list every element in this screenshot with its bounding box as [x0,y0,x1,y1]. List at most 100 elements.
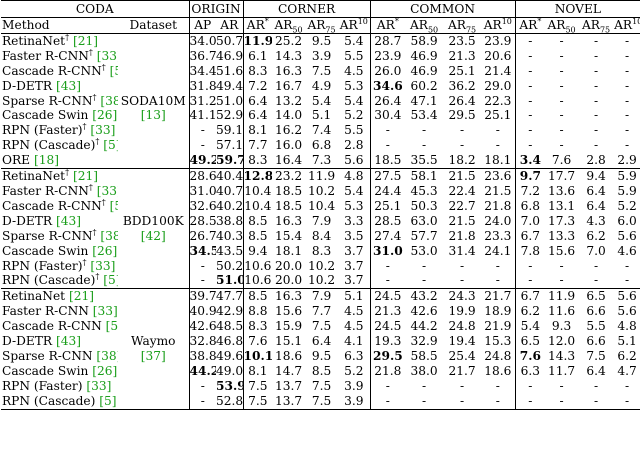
metric-value: 8.4 [311,228,332,243]
method-name: RetinaNet [2,169,66,184]
metric-value: 21.5 [448,213,476,228]
citation-link[interactable]: [33] [96,183,118,198]
citation-link[interactable]: [5] [109,63,118,78]
metric-value: 7.5 [311,63,332,78]
metric-value: - [528,123,533,138]
metric-value: 3.9 [338,378,371,394]
metric-value: - [625,78,630,93]
metric-value: 7.9 [311,213,332,228]
dataset-citation-link[interactable]: [37] [140,348,166,363]
citation-link[interactable]: [21] [72,169,98,184]
method-name: RPN (Cascade) [2,273,96,288]
metric-value: 6.6 [586,304,606,319]
citation-link[interactable]: [38] [100,93,118,108]
method-name: Cascade R-CNN [2,319,102,334]
citation-link[interactable]: [5] [109,198,118,213]
metric-value: 21.7 [481,288,516,305]
metric-value: 14.7 [274,363,303,378]
metric-value: 6.2 [520,304,541,319]
metric-value: 2.8 [586,153,606,168]
dataset-cell [118,393,190,410]
citation-link[interactable]: [43] [55,334,81,349]
metric-value: 5.1 [338,288,371,305]
metric-value: 4.7 [617,363,637,378]
metric-value: - [559,273,564,288]
citation-link[interactable]: [26] [92,108,118,123]
table-row: Cascade Swin [26]44.249.08.114.78.55.221… [1,363,640,379]
dagger-mark: † [101,198,106,207]
citation-link[interactable]: [38] [100,228,118,243]
citation-link[interactable]: [21] [68,289,94,304]
citation-link[interactable]: [43] [55,78,81,93]
metric-value: 3.4 [519,153,541,168]
metric-value: 47.1 [410,93,438,108]
metric-value: 39.7 [189,288,217,305]
table-row: RPN (Faster)† [33] -59.1 8.1 16.2 7.4 5.5- - - -… [1,123,640,139]
metric-value: 57.1 [216,138,244,154]
citation-link[interactable]: [33] [90,258,116,273]
metric-value: 5.5 [586,319,606,334]
metric-value: 52.8 [216,393,244,410]
method-name: RPN (Cascade) [2,138,96,153]
citation-link[interactable]: [26] [92,243,118,258]
metric-value: - [443,393,482,410]
citation-link[interactable]: [33] [90,123,116,138]
common-metric-header: AR10 [481,17,516,34]
citation-link[interactable]: [5] [105,319,118,334]
metric-subscript: 75 [325,25,336,34]
metric-value: - [200,123,205,138]
citation-link[interactable]: [18] [33,153,59,168]
table-row: RetinaNet† [21] 34.0 50.7 11.9 25.2 9.5 5.4 28.… [1,33,640,49]
metric-value: 7.5 [311,378,332,393]
metric-value: 11.9 [305,168,339,184]
metric-value: 5.1 [311,108,332,123]
metric-value: 6.3 [520,363,541,378]
method-name: Cascade Swin [2,108,89,123]
citation-link[interactable]: [33] [96,48,118,63]
method-cell: Faster R-CNN [33] [1,304,118,319]
metric-value: 21.3 [448,48,476,63]
citation-link[interactable]: [26] [92,363,118,378]
dataset-citation-link[interactable]: [13] [140,108,166,123]
citation-link[interactable]: [5] [103,138,118,153]
dataset-citation-link[interactable]: [42] [140,228,166,243]
metric-value: 51.6 [216,63,244,79]
metric-value: - [528,78,533,93]
method-cell: Cascade Swin [26] [1,244,118,259]
metric-value: 6.6 [586,334,606,349]
metric-value: 58.9 [410,33,438,48]
method-name: Cascade Swin [2,363,89,378]
metric-value: 31.4 [448,243,476,258]
metric-base: AR [447,18,466,32]
metric-value: 6.7 [520,228,541,243]
citation-link[interactable]: [21] [72,33,98,48]
table-row: Sparse R-CNN [38] [37] 38.849.610.118.6 9.5… [1,348,640,364]
metric-value: 24.0 [481,213,516,229]
citation-link[interactable]: [33] [92,304,118,319]
metric-value: 18.1 [274,243,303,258]
metric-value: 13.1 [548,198,576,213]
metric-value: 34.0 [189,33,217,48]
citation-link[interactable]: [5] [103,273,118,288]
method-cell: D-DETR [43] [1,79,118,94]
metric-value: - [625,48,630,63]
metric-value: 14.3 [548,348,576,363]
metric-value: 8.5 [248,213,268,228]
metric-value: 6.1 [248,48,268,63]
citation-link[interactable]: [38] [96,348,118,363]
metric-value: 22.4 [448,183,476,198]
metric-value: - [200,273,205,288]
metric-value: 15.1 [274,334,303,349]
metric-value: 6.4 [248,93,268,108]
metric-value: 42.6 [410,304,438,319]
citation-link[interactable]: [43] [55,213,81,228]
table-row: Faster R-CNN† [33]31.040.710.418.510.25.… [1,183,640,199]
metric-value: 44.2 [189,363,217,378]
citation-link[interactable]: [33] [86,378,112,393]
metric-value: - [559,378,564,393]
metric-value: 7.5 [243,393,273,410]
citation-link[interactable]: [5] [99,393,117,408]
metric-value: 13.3 [548,228,576,243]
metric-value: - [460,273,465,288]
method-cell: RetinaNet† [21] [1,33,118,48]
